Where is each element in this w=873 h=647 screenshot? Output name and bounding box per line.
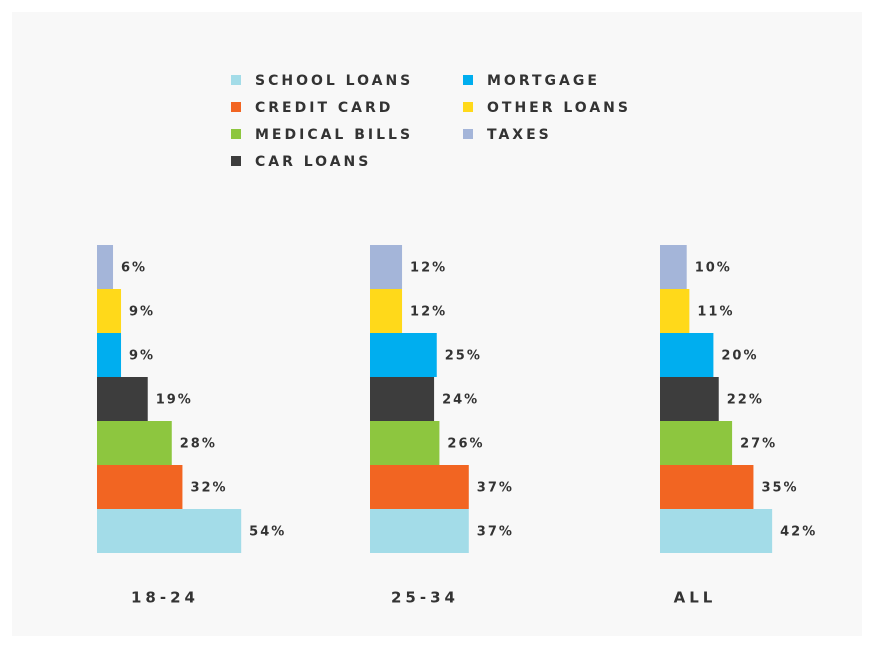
category-label: 25-34 bbox=[391, 589, 459, 607]
bar bbox=[97, 421, 172, 465]
data-label: 9% bbox=[129, 349, 155, 364]
bar bbox=[97, 377, 148, 421]
bar bbox=[660, 333, 714, 377]
legend-label: CREDIT CARD bbox=[255, 100, 393, 116]
bar bbox=[97, 333, 122, 377]
bar bbox=[370, 465, 469, 509]
legend-swatch bbox=[231, 129, 241, 139]
bar bbox=[660, 245, 687, 289]
data-label: 19% bbox=[156, 393, 193, 408]
data-label: 11% bbox=[697, 305, 734, 320]
data-label: 24% bbox=[442, 393, 479, 408]
bar bbox=[370, 333, 437, 377]
legend-swatch bbox=[231, 102, 241, 112]
bar bbox=[660, 465, 754, 509]
data-label: 26% bbox=[447, 437, 484, 452]
data-label: 22% bbox=[727, 393, 764, 408]
legend-swatch bbox=[231, 156, 241, 166]
bar bbox=[660, 377, 719, 421]
legend-label: CAR LOANS bbox=[255, 154, 371, 170]
legend-label: TAXES bbox=[487, 127, 552, 143]
bar bbox=[370, 377, 435, 421]
data-label: 32% bbox=[190, 481, 227, 496]
legend-label: MEDICAL BILLS bbox=[255, 127, 413, 143]
bar bbox=[660, 509, 773, 553]
data-label: 54% bbox=[249, 525, 286, 540]
data-label: 20% bbox=[721, 349, 758, 364]
data-label: 37% bbox=[477, 525, 514, 540]
bar bbox=[370, 421, 440, 465]
bar bbox=[370, 245, 403, 289]
data-label: 28% bbox=[180, 437, 217, 452]
legend-swatch bbox=[231, 75, 241, 85]
bar bbox=[97, 509, 242, 553]
legend-label: SCHOOL LOANS bbox=[255, 73, 413, 89]
data-label: 9% bbox=[129, 305, 155, 320]
category-label: ALL bbox=[674, 589, 717, 607]
legend-label: MORTGAGE bbox=[487, 73, 600, 89]
bar bbox=[97, 289, 122, 333]
category-label: 18-24 bbox=[131, 589, 199, 607]
bar bbox=[97, 465, 183, 509]
legend-swatch bbox=[463, 129, 473, 139]
legend-swatch bbox=[463, 75, 473, 85]
data-label: 25% bbox=[445, 349, 482, 364]
data-label: 6% bbox=[121, 261, 147, 276]
bar bbox=[660, 421, 733, 465]
data-label: 37% bbox=[477, 481, 514, 496]
legend-label: OTHER LOANS bbox=[487, 100, 631, 116]
data-label: 35% bbox=[761, 481, 798, 496]
data-label: 27% bbox=[740, 437, 777, 452]
data-label: 12% bbox=[410, 305, 447, 320]
bar bbox=[97, 245, 114, 289]
data-label: 12% bbox=[410, 261, 447, 276]
bar bbox=[660, 289, 690, 333]
data-label: 42% bbox=[780, 525, 817, 540]
legend-swatch bbox=[463, 102, 473, 112]
bar bbox=[370, 289, 403, 333]
bar bbox=[370, 509, 469, 553]
data-label: 10% bbox=[695, 261, 732, 276]
